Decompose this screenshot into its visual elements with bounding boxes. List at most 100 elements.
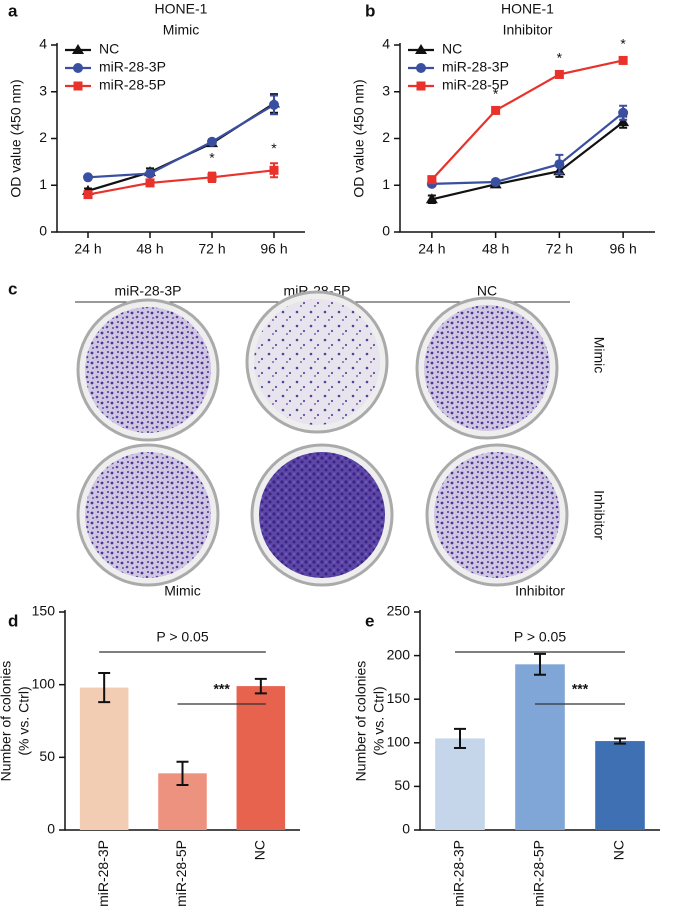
legend-label: miR-28-3P bbox=[99, 59, 166, 75]
error-bar bbox=[534, 652, 546, 676]
y-axis-label: OD value (450 nm) bbox=[8, 79, 24, 197]
marker bbox=[145, 168, 155, 179]
x-tick-label: miR-28-3P bbox=[451, 840, 467, 907]
error-bar bbox=[254, 677, 267, 695]
significance: * bbox=[209, 149, 215, 165]
y-tick-label: 150 bbox=[387, 690, 411, 706]
y-tick-label: 0 bbox=[39, 223, 47, 239]
colony-plates: c miR-28-3P miR-28-5P NC Mimic Inhibitor bbox=[8, 279, 607, 587]
x-tick-label: 24 h bbox=[74, 241, 101, 257]
marker bbox=[83, 172, 93, 183]
significance: * bbox=[493, 85, 499, 101]
marker bbox=[618, 55, 628, 65]
legend-label: NC bbox=[99, 41, 119, 57]
error-bar bbox=[98, 672, 111, 704]
x-tick-label: 96 h bbox=[610, 241, 637, 257]
y-tick-label: 50 bbox=[39, 748, 55, 764]
chart-title: Inhibitor bbox=[515, 583, 565, 599]
chart-title: Mimic bbox=[164, 583, 201, 599]
panel-label: e bbox=[365, 611, 374, 630]
significance: * bbox=[271, 140, 277, 156]
marker bbox=[491, 105, 501, 115]
y-tick-label: 100 bbox=[32, 675, 56, 691]
x-tick-label: 48 h bbox=[136, 241, 163, 257]
x-tick-label: NC bbox=[611, 840, 627, 860]
marker bbox=[554, 159, 565, 170]
comparison-label: P > 0.05 bbox=[514, 629, 567, 645]
y-axis-label: (% vs. Ctrl) bbox=[16, 686, 32, 755]
bar bbox=[435, 738, 485, 830]
plate bbox=[425, 443, 569, 587]
legend-label: miR-28-5P bbox=[99, 77, 166, 93]
chart-subtitle: Mimic bbox=[163, 22, 200, 38]
y-axis-label: (% vs. Ctrl) bbox=[371, 686, 387, 755]
series-line bbox=[431, 121, 624, 201]
panel-label: a bbox=[8, 1, 18, 20]
marker bbox=[416, 63, 426, 73]
marker bbox=[554, 69, 564, 79]
error-bar bbox=[454, 727, 466, 750]
bar bbox=[595, 741, 645, 830]
y-tick-label: 1 bbox=[39, 176, 47, 192]
series-line bbox=[87, 102, 275, 192]
series-line bbox=[431, 111, 624, 185]
axis-line bbox=[56, 43, 305, 233]
comparison-label: *** bbox=[213, 681, 230, 697]
marker bbox=[617, 116, 630, 127]
marker bbox=[427, 175, 437, 185]
plate bbox=[76, 298, 220, 442]
panel-label: b bbox=[365, 1, 375, 20]
y-tick-label: 0 bbox=[382, 223, 390, 239]
plate bbox=[76, 443, 220, 587]
row-label: Mimic bbox=[591, 337, 607, 374]
series-line bbox=[431, 59, 624, 181]
significance: * bbox=[620, 36, 626, 52]
legend-label: NC bbox=[442, 41, 462, 57]
y-tick-label: 250 bbox=[387, 603, 411, 619]
y-tick-label: 2 bbox=[39, 129, 47, 145]
legend-label: miR-28-5P bbox=[442, 77, 509, 93]
y-tick-label: 4 bbox=[382, 36, 390, 52]
x-tick-label: 72 h bbox=[546, 241, 573, 257]
marker bbox=[207, 136, 217, 147]
legend-label: miR-28-3P bbox=[442, 59, 509, 75]
x-tick-label: miR-28-5P bbox=[173, 840, 189, 907]
y-tick-label: 3 bbox=[39, 82, 47, 98]
panel-label: d bbox=[8, 611, 18, 630]
column-label: NC bbox=[477, 283, 497, 299]
y-tick-label: 2 bbox=[382, 129, 390, 145]
bar bbox=[236, 686, 286, 830]
chart-subtitle: Inhibitor bbox=[503, 22, 553, 38]
x-tick-label: 96 h bbox=[260, 241, 287, 257]
marker bbox=[425, 193, 438, 204]
marker bbox=[72, 44, 84, 54]
y-tick-label: 0 bbox=[402, 821, 410, 837]
y-axis-label: OD value (450 nm) bbox=[351, 79, 367, 197]
y-tick-label: 100 bbox=[387, 734, 411, 750]
chart-title: HONE-1 bbox=[501, 1, 554, 17]
bar bbox=[515, 664, 565, 830]
y-tick-label: 200 bbox=[387, 646, 411, 662]
marker bbox=[416, 81, 426, 91]
bar bbox=[79, 687, 129, 830]
plate bbox=[415, 296, 559, 440]
x-tick-label: miR-28-3P bbox=[95, 840, 111, 907]
panel-label: c bbox=[8, 279, 17, 298]
x-tick-label: NC bbox=[252, 840, 268, 860]
y-tick-label: 3 bbox=[382, 82, 390, 98]
marker bbox=[269, 99, 279, 110]
marker bbox=[490, 176, 501, 187]
error-bar bbox=[614, 737, 626, 745]
chart-title: HONE-1 bbox=[155, 1, 208, 17]
marker bbox=[73, 63, 83, 73]
error-bar bbox=[176, 760, 189, 786]
y-axis-label: Number of colonies bbox=[353, 661, 369, 782]
plate bbox=[250, 443, 394, 587]
y-tick-label: 4 bbox=[39, 36, 47, 52]
comparison-label: P > 0.05 bbox=[156, 629, 209, 645]
marker bbox=[618, 107, 629, 118]
marker bbox=[73, 81, 83, 91]
y-tick-label: 1 bbox=[382, 176, 390, 192]
marker bbox=[415, 44, 427, 54]
